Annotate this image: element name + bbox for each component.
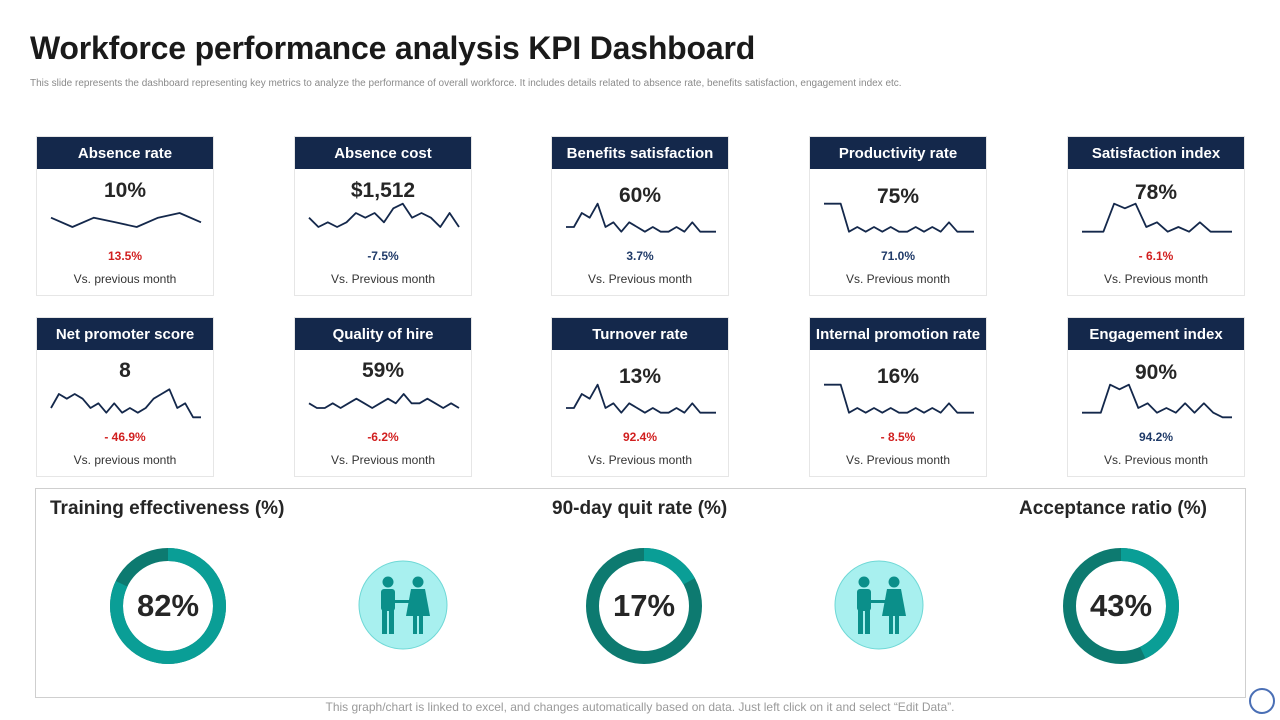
gauge-label: 90-day quit rate (%) [552,498,728,519]
sparkline [566,383,716,414]
kpi-card[interactable]: Absence rate 10% 13.5% Vs. previous mont… [36,136,214,296]
sparkline-path [566,202,716,233]
gauge-value: 43% [1089,588,1153,623]
kpi-card-title: Turnover rate [552,318,728,350]
sparkline [308,202,460,228]
kpi-compare-label: Vs. previous month [73,272,177,286]
gauge-value: 82% [136,588,200,623]
page-subtitle: This slide represents the dashboard repr… [30,78,902,89]
sparkline [824,383,974,414]
sparkline [50,212,202,228]
kpi-change: - 8.5% [880,430,916,444]
kpi-compare-label: Vs. Previous month [845,272,951,286]
kpi-card[interactable]: Engagement index 90% 94.2% Vs. Previous … [1067,317,1245,477]
kpi-compare-label: Vs. Previous month [330,272,436,286]
kpi-change: 13.5% [107,249,143,263]
kpi-card[interactable]: Turnover rate 13% 92.4% Vs. Previous mon… [551,317,729,477]
kpi-compare-label: Vs. Previous month [1103,453,1209,467]
kpi-value: 8 [119,359,131,382]
kpi-compare-label: Vs. Previous month [845,453,951,467]
couple-people-icon [358,560,448,650]
kpi-value: 10% [103,179,147,202]
sparkline-path [1082,383,1232,419]
kpi-change: 71.0% [880,249,916,263]
kpi-compare-label: Vs. Previous month [587,453,693,467]
kpi-change: - 46.9% [104,430,146,444]
kpi-compare-label: Vs. previous month [73,453,177,467]
kpi-compare-label: Vs. Previous month [587,272,693,286]
circle-icon[interactable] [1249,688,1275,714]
kpi-card-title: Absence cost [295,137,471,169]
sparkline [308,393,460,409]
kpi-change: - 6.1% [1138,249,1174,263]
sparkline-path [50,212,202,228]
kpi-card-title: Satisfaction index [1068,137,1244,169]
kpi-value: 60% [618,184,662,207]
kpi-value: 59% [361,359,405,382]
kpi-card-title: Benefits satisfaction [552,137,728,169]
couple-people-icon [834,560,924,650]
kpi-card[interactable]: Quality of hire 59% -6.2% Vs. Previous m… [294,317,472,477]
gauge-label: Training effectiveness (%) [50,498,285,519]
sparkline [50,388,201,419]
sparkline-path [824,202,974,233]
kpi-card[interactable]: Benefits satisfaction 60% 3.7% Vs. Previ… [551,136,729,296]
donut-gauge[interactable]: 43% [1061,546,1181,666]
kpi-card-title: Engagement index [1068,318,1244,350]
sparkline-path [308,393,460,409]
kpi-card-title: Net promoter score [37,318,213,350]
sparkline [824,202,974,233]
kpi-card[interactable]: Productivity rate 75% 71.0% Vs. Previous… [809,136,987,296]
gauge-fill [586,548,702,664]
page-title: Workforce performance analysis KPI Dashb… [30,30,756,66]
sparkline [1082,383,1232,419]
kpi-value: 90% [1134,361,1178,384]
kpi-card[interactable]: Internal promotion rate 16% - 8.5% Vs. P… [809,317,987,477]
kpi-change: -7.5% [367,249,399,263]
donut-gauge-ring [110,548,226,664]
sparkline [566,202,716,233]
kpi-card-title: Internal promotion rate [810,318,986,350]
kpi-card[interactable]: Absence cost $1,512 -7.5% Vs. Previous m… [294,136,472,296]
donut-gauge-ring [1063,548,1179,664]
gauge-fill [1063,548,1179,664]
kpi-change: 94.2% [1138,430,1174,444]
gauge-fill [110,548,226,664]
kpi-compare-label: Vs. Previous month [330,453,436,467]
donut-gauge[interactable]: 82% [108,546,228,666]
kpi-card[interactable]: Net promoter score 8 - 46.9% Vs. previou… [36,317,214,477]
kpi-card-title: Productivity rate [810,137,986,169]
donut-gauge[interactable]: 17% [584,546,704,666]
kpi-value: 13% [618,365,662,388]
kpi-compare-label: Vs. Previous month [1103,272,1209,286]
kpi-value: $1,512 [350,179,416,202]
kpi-value: 16% [876,365,920,388]
kpi-value: 75% [876,185,920,208]
kpi-change: 92.4% [622,430,658,444]
gauge-value: 17% [612,588,676,623]
sparkline [1082,202,1232,233]
sparkline-path [566,383,716,414]
sparkline-path [50,388,201,419]
gauge-label: Acceptance ratio (%) [1019,498,1207,519]
sparkline-path [308,202,460,228]
footer-note: This graph/chart is linked to excel, and… [325,700,955,714]
kpi-card[interactable]: Satisfaction index 78% - 6.1% Vs. Previo… [1067,136,1245,296]
kpi-card-title: Quality of hire [295,318,471,350]
donut-gauge-ring [586,548,702,664]
kpi-change: -6.2% [367,430,399,444]
kpi-change: 3.7% [626,249,654,263]
kpi-value: 78% [1134,181,1178,204]
sparkline-path [824,383,974,414]
kpi-card-title: Absence rate [37,137,213,169]
sparkline-path [1082,202,1232,233]
